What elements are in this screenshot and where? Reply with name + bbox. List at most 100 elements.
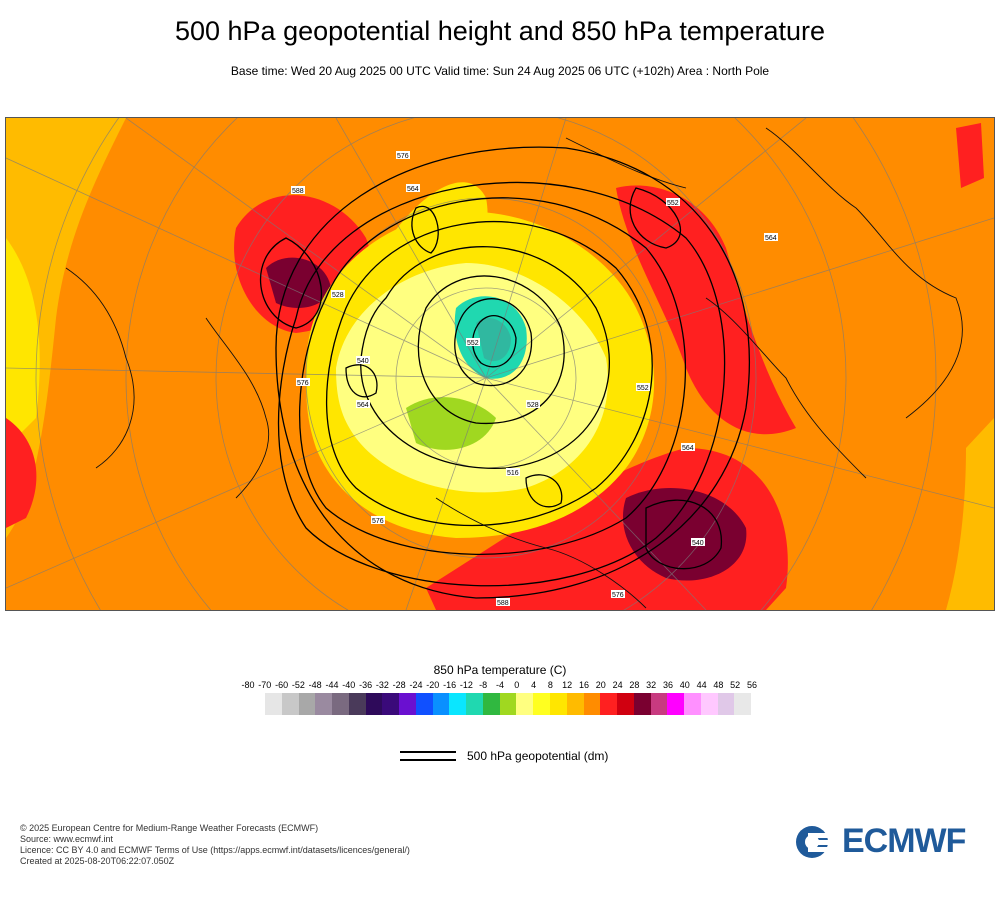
legend-tick-label: 4	[531, 680, 537, 690]
ecmwf-logo-text: ECMWF	[842, 822, 966, 860]
legend-tick-label: 36	[662, 680, 674, 690]
legend-tick-label: 32	[646, 680, 657, 690]
contour-label: 564	[682, 445, 694, 452]
temperature-band-west	[6, 118, 126, 538]
colorbar-swatch	[382, 693, 400, 715]
colorbar-swatch	[265, 693, 282, 715]
legend-colorbar	[265, 693, 752, 715]
legend-tick-label: 12	[562, 680, 573, 690]
contour-labels: 576 564 552 540 528 516 552 564 576 588 …	[291, 151, 778, 607]
ecmwf-logo: ECMWF	[794, 822, 984, 864]
colorbar-swatch	[432, 693, 450, 715]
credit-source: Source: www.ecmwf.int	[20, 834, 114, 844]
colorbar-swatch	[281, 693, 299, 715]
chart-subtitle: Base time: Wed 20 Aug 2025 00 UTC Valid …	[230, 64, 770, 78]
contour-label: 576	[397, 153, 409, 160]
legend-tick-label: 20	[595, 680, 606, 690]
colorbar-swatch	[482, 693, 500, 715]
legend-tick-label: -4	[495, 680, 505, 690]
colorbar-swatch	[466, 693, 483, 715]
contour-label: 588	[497, 600, 509, 607]
hot-core-northwest	[266, 257, 331, 308]
legend-tick-label: -44	[325, 680, 339, 690]
colorbar-swatch	[700, 693, 718, 715]
legend-tick-label: -12	[459, 680, 473, 690]
contour-label: 576	[372, 518, 384, 525]
contour-label: 516	[507, 470, 519, 477]
colorbar-swatch	[667, 693, 685, 715]
contour-label: 552	[467, 340, 479, 347]
contour-label: 528	[332, 292, 344, 299]
colorbar-swatch	[684, 693, 701, 715]
geopotential-legend-label: 500 hPa geopotential (dm)	[467, 749, 609, 763]
colorbar-swatch	[600, 693, 618, 715]
legend-tick-label: 48	[713, 680, 724, 690]
legend-tick-label: -60	[275, 680, 289, 690]
credits: © 2025 European Centre for Medium-Range …	[20, 823, 410, 867]
colorbar-swatch	[516, 693, 534, 715]
weather-map: 576 564 552 540 528 516 552 564 576 588 …	[5, 117, 995, 611]
legend-title: 850 hPa temperature (C)	[433, 663, 567, 677]
colorbar-swatch	[399, 693, 416, 715]
colorbar-swatch	[633, 693, 651, 715]
cold-core-inner	[476, 318, 511, 362]
contour-label: 528	[527, 402, 539, 409]
colorbar-swatch	[348, 693, 366, 715]
legend-ticks: -80 -70 -60 -52 -48 -44 -40 -36 -32 -28 -24 -20 -16-…	[0, 680, 1000, 692]
credit-licence: Licence: CC BY 4.0 and ECMWF Terms of Us…	[20, 845, 410, 855]
chart-title: 500 hPa geopotential height and 850 hPa …	[174, 16, 825, 46]
contour-label: 552	[667, 200, 679, 207]
legend-tick-label: -20	[426, 680, 440, 690]
legend-tick-label: -28	[392, 680, 406, 690]
colorbar-swatch	[365, 693, 383, 715]
contour-label: 576	[297, 380, 309, 387]
contour-label: 540	[357, 358, 369, 365]
contour-label: 540	[692, 540, 704, 547]
legend-tick-label: 0	[514, 680, 520, 690]
contour-label: 564	[765, 235, 777, 242]
contour-label: 564	[357, 402, 369, 409]
colorbar-swatch	[617, 693, 634, 715]
colorbar-swatch	[550, 693, 567, 715]
legend-tick-label: -8	[479, 680, 488, 690]
colorbar-swatch	[583, 693, 601, 715]
colorbar-swatch	[566, 693, 584, 715]
map-canvas: 576 564 552 540 528 516 552 564 576 588 …	[6, 118, 994, 610]
contour-label: 588	[292, 188, 304, 195]
legend-tick-label: 8	[547, 680, 553, 690]
legend-tick-label: 56	[746, 680, 758, 690]
colorbar-swatch	[449, 693, 467, 715]
contour-label: 576	[612, 592, 624, 599]
legend-tick-label: -70	[258, 680, 272, 690]
colorbar-swatch	[298, 693, 316, 715]
legend-tick-label: -52	[291, 680, 305, 690]
credit-created: Created at 2025-08-20T06:22:07.050Z	[20, 856, 175, 866]
colorbar-swatch	[717, 693, 735, 715]
colorbar-swatch	[499, 693, 517, 715]
legend-tick-label: 28	[629, 680, 640, 690]
colorbar-swatch	[415, 693, 433, 715]
geopotential-legend-lines	[400, 751, 456, 761]
legend-tick-label: 16	[578, 680, 590, 690]
legend-tick-label: -16	[443, 680, 457, 690]
legend-tick-label: -32	[375, 680, 389, 690]
legend-tick-label: 40	[679, 680, 690, 690]
warm-region-east	[616, 185, 796, 435]
legend-tick-label: 52	[730, 680, 741, 690]
colorbar-swatch	[315, 693, 333, 715]
legend-tick-label: -48	[308, 680, 322, 690]
temperature-band-west-inner	[6, 238, 40, 448]
colorbar-swatch	[650, 693, 668, 715]
ecmwf-logo-icon	[796, 826, 840, 858]
cold-region-green	[406, 397, 496, 450]
colorbar-swatch	[332, 693, 349, 715]
contour-label: 552	[637, 385, 649, 392]
warm-region-northeast	[956, 123, 984, 188]
temperature-band-east	[946, 418, 994, 610]
credit-copyright: © 2025 European Centre for Medium-Range …	[20, 823, 319, 833]
geopotential-legend: 500 hPa geopotential (dm)	[400, 748, 660, 768]
legend-tick-label: -36	[359, 680, 373, 690]
legend-tick-label: -40	[342, 680, 356, 690]
colorbar-swatch	[533, 693, 551, 715]
warm-region-southwest	[6, 418, 37, 528]
